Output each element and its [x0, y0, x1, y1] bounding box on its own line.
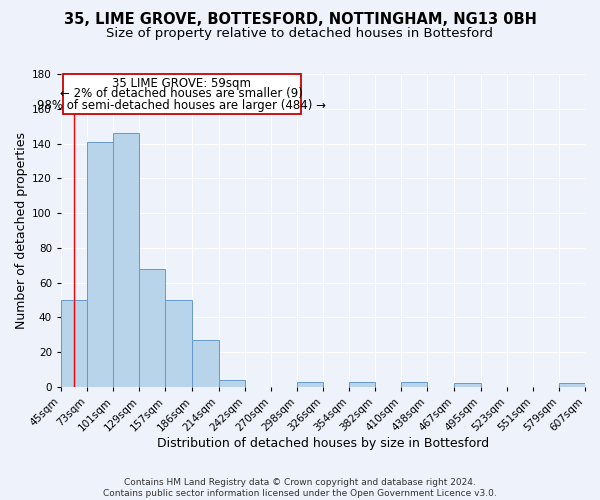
Bar: [349, 382, 375, 387]
Text: 98% of semi-detached houses are larger (484) →: 98% of semi-detached houses are larger (…: [37, 98, 326, 112]
Bar: [87, 142, 113, 387]
Text: ← 2% of detached houses are smaller (9): ← 2% of detached houses are smaller (9): [60, 88, 303, 101]
Bar: [61, 300, 87, 387]
Text: 35 LIME GROVE: 59sqm: 35 LIME GROVE: 59sqm: [112, 78, 251, 90]
X-axis label: Distribution of detached houses by size in Bottesford: Distribution of detached houses by size …: [157, 437, 489, 450]
Bar: [193, 340, 218, 387]
Bar: [559, 384, 585, 387]
Y-axis label: Number of detached properties: Number of detached properties: [15, 132, 28, 329]
Text: 35, LIME GROVE, BOTTESFORD, NOTTINGHAM, NG13 0BH: 35, LIME GROVE, BOTTESFORD, NOTTINGHAM, …: [64, 12, 536, 28]
Bar: [297, 382, 323, 387]
Bar: [401, 382, 427, 387]
Text: Contains HM Land Registry data © Crown copyright and database right 2024.
Contai: Contains HM Land Registry data © Crown c…: [103, 478, 497, 498]
Bar: [218, 380, 245, 387]
Text: Size of property relative to detached houses in Bottesford: Size of property relative to detached ho…: [107, 28, 493, 40]
Bar: [139, 268, 166, 387]
Bar: [166, 300, 193, 387]
Bar: [454, 384, 481, 387]
Bar: [113, 133, 139, 387]
FancyBboxPatch shape: [63, 74, 301, 114]
